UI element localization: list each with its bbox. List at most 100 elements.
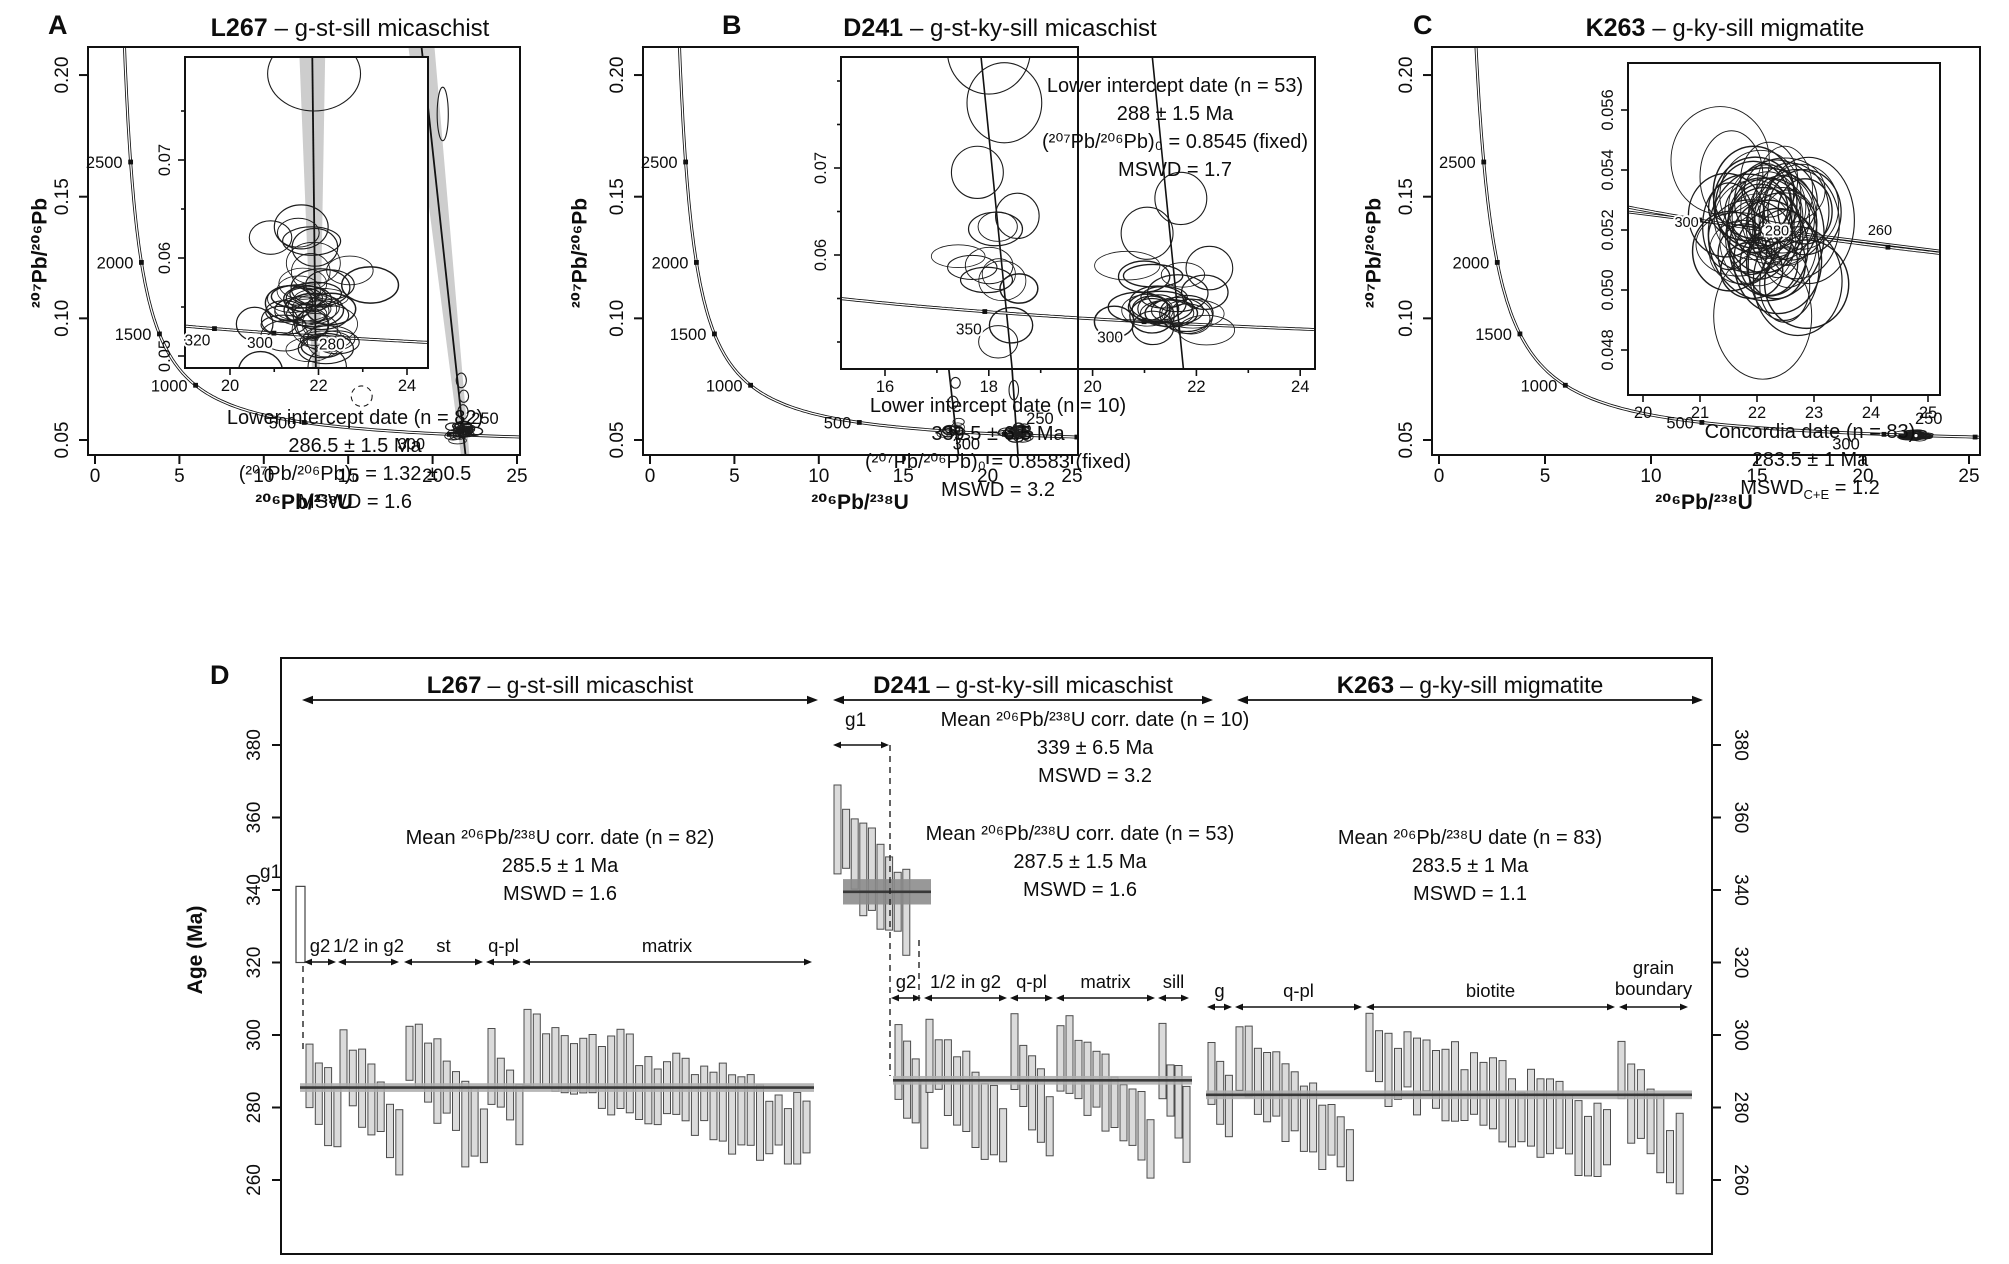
panel-b-result-annotation: Lower intercept date (n = 10) 339.5 ± 6.5… [864,395,1132,501]
svg-text:1000: 1000 [151,377,188,395]
error-bar [506,1069,515,1121]
error-bar [1056,1025,1065,1092]
subgroup-label: g [1214,980,1225,1001]
svg-text:0.056: 0.056 [1599,89,1617,130]
subgroup-label: matrix [1080,971,1131,992]
error-bar [902,868,911,956]
subgroup-label: q-pl [1016,971,1047,992]
svg-text:24: 24 [1862,404,1880,422]
error-bar [653,1068,662,1126]
svg-text:25: 25 [1061,466,1082,487]
rock-type: – g-st-sill micaschist [274,15,490,42]
panel-b-xlabel: ²⁰⁶Pb/²³⁸U [811,491,909,514]
panel-a-ylabel: ²⁰⁷Pb/²⁰⁶Pb [28,197,52,309]
error-bar [560,1035,569,1094]
error-bar [1593,1102,1602,1177]
error-bar [1065,1015,1074,1094]
error-bar [1451,1041,1459,1122]
error-bar [1272,1051,1281,1117]
error-bar [1327,1104,1336,1156]
error-bar [728,1074,737,1155]
svg-text:360: 360 [1730,802,1751,834]
svg-text:22: 22 [1187,378,1205,396]
weighted-mean-line [1206,1093,1692,1097]
svg-text:10: 10 [808,466,829,487]
panel-d-ylabel: Age (Ma) [184,905,207,995]
svg-text:0.07: 0.07 [812,152,830,184]
error-bar [470,1087,479,1157]
error-bar [709,1071,718,1141]
error-bar [756,1084,764,1161]
subgroup-label: st [436,935,451,956]
group-code: K263 [1336,672,1395,699]
error-bar [461,1080,470,1168]
group-code: L267 [426,672,482,699]
error-bar [911,1058,920,1124]
error-bar [1565,1094,1573,1155]
svg-text:2000: 2000 [652,254,689,272]
subgroup-label: g2 [309,935,331,956]
svg-text:300: 300 [247,335,273,352]
error-bar [1010,1013,1019,1091]
error-bar [1555,1080,1564,1149]
error-bar [737,1076,746,1146]
svg-text:15: 15 [338,466,359,487]
panel-a-result-annotation: Lower intercept date (n = 82) 286.5 ± 1.5… [226,407,484,513]
panel-b-inset-annotation: Lower intercept date (n = 53) 288 ± 1.5 M… [1041,75,1309,181]
error-bar [867,827,876,911]
sample-code: D241 [843,14,904,42]
svg-text:0: 0 [645,466,656,487]
error-bar [1536,1078,1545,1158]
svg-text:24: 24 [398,377,416,395]
error-bar [1546,1078,1554,1155]
panel-c-xlabel: ²⁰⁶Pb/²³⁸U [1655,491,1753,514]
error-bar [1603,1109,1611,1166]
subgroup-label: grain boundary [1614,957,1693,999]
svg-text:22: 22 [309,377,327,395]
error-bar [1375,1030,1383,1083]
error-bar [1309,1082,1318,1153]
svg-text:260: 260 [1730,1164,1751,1196]
svg-text:20: 20 [977,466,998,487]
panel-b-title: D241– g-st-ky-sill micaschist [843,14,1156,43]
error-bar [367,1063,376,1136]
error-bar [1656,1094,1665,1174]
error-bar [934,1039,943,1090]
error-bar [607,1035,616,1116]
error-bar [1224,1074,1233,1138]
error-bar [348,1049,357,1107]
svg-text:20: 20 [221,377,239,395]
svg-text:380: 380 [1730,729,1751,761]
error-bar [1584,1115,1592,1177]
error-bar [1166,1064,1175,1117]
svg-text:22: 22 [1748,404,1766,422]
panel-a-letter: A [48,10,68,40]
svg-text:0: 0 [90,466,101,487]
error-bar [523,1008,532,1086]
svg-text:5: 5 [1540,466,1551,487]
svg-text:0.15: 0.15 [607,178,628,215]
error-bar [1508,1078,1516,1148]
panel-c-result-annotation: Concordia date (n = 83) 283.5 ± 1 Ma MSWDC… [1704,421,1916,502]
error-bar [690,1074,699,1136]
error-bar [452,1071,460,1131]
svg-text:21: 21 [1691,404,1709,422]
panel-b-frame [642,46,1079,456]
error-bar [1384,1032,1393,1108]
sample-code: K263 [1585,14,1646,42]
svg-text:320: 320 [185,333,211,350]
rock-type: – g-st-ky-sill micaschist [910,15,1157,42]
error-bar [1207,1042,1216,1105]
error-bar [1146,1119,1155,1179]
subgroup-label: q-pl [1283,980,1314,1001]
error-bar [1290,1071,1299,1132]
panel-c-title: K263– g-ky-sill migmatite [1586,14,1865,43]
svg-text:20: 20 [1852,466,1873,487]
svg-text:5: 5 [174,466,185,487]
error-bar [1498,1060,1507,1143]
d-d241-g1-label: g1 [845,710,867,731]
error-bar [793,1091,802,1165]
error-bar [433,1038,442,1124]
error-bar [515,1083,524,1146]
